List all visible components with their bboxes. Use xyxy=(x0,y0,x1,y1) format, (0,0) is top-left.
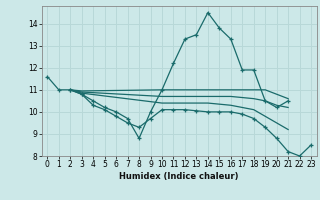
X-axis label: Humidex (Indice chaleur): Humidex (Indice chaleur) xyxy=(119,172,239,181)
